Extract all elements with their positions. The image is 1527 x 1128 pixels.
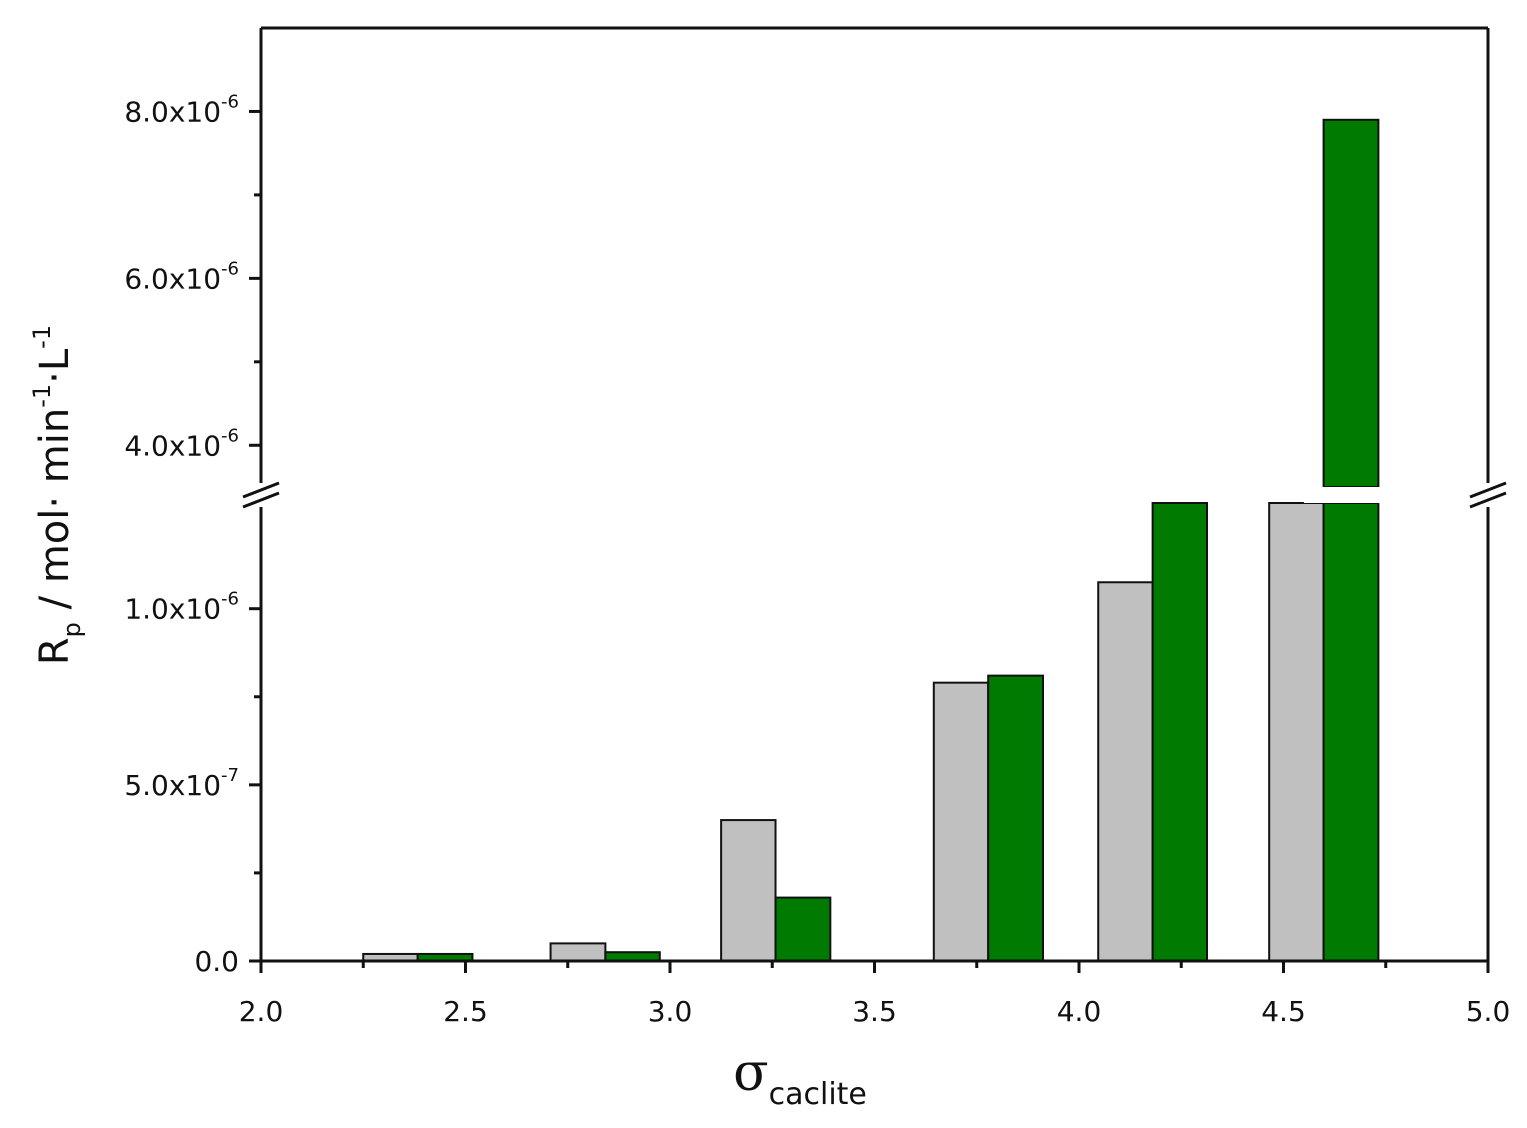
y-axis-unit2: ·L (32, 348, 78, 384)
axis-break-left-stroke-2 (242, 491, 280, 509)
y-axis-base: R (32, 637, 78, 665)
bar-s2-3 (774, 896, 832, 962)
x-tick-label-1: 2.5 (443, 995, 488, 1028)
bar-s1-5 (1097, 581, 1154, 962)
y-axis-unit1: / mol· min (32, 408, 78, 622)
y-tick-label-lower-2: 1.0x10-6 (124, 589, 239, 626)
bar-s1-2 (549, 942, 607, 963)
y-axis-sub: p (58, 622, 86, 637)
bar-s1-4 (932, 681, 990, 963)
ticks-layer (249, 109, 1490, 973)
y-tick-label-lower-0-mantissa: 0.0 (194, 945, 239, 978)
bar-break-gap (1303, 487, 1386, 503)
tick-labels-layer: 2.0 2.5 3.0 3.5 4.0 4.5 5.00.05.0x10-71.0x10-6… (124, 91, 1510, 1028)
y-tick-label-upper-2: 8.0x10-6 (124, 91, 239, 128)
y-axis-title: Rp / mol· min-1·L-1 (28, 325, 86, 665)
y-tick-label-upper-0-mantissa: 4.0x10 (124, 429, 221, 462)
y-axis-sup1: -1 (28, 384, 56, 408)
y-tick-label-upper-2-mantissa: 8.0x10 (124, 95, 221, 128)
axis-break-right-stroke-1 (1469, 481, 1507, 499)
y-axis-sup2: -1 (28, 325, 56, 349)
x-tick-label-0: 2.0 (239, 995, 284, 1028)
y-tick-label-upper-1-exponent: -6 (221, 258, 239, 279)
y-tick-label-upper-0: 4.0x10-6 (124, 425, 239, 462)
x-tick-label-2: 3.0 (648, 995, 693, 1028)
x-tick-label-6: 5.0 (1466, 995, 1511, 1028)
y-tick-label-upper-2-exponent: -6 (221, 91, 239, 112)
y-tick-label-lower-2-exponent: -6 (221, 589, 239, 610)
bar-s2-6-upper (1322, 118, 1380, 489)
bar-s1-3 (720, 819, 777, 962)
axis-break-left-stroke-1 (242, 481, 280, 499)
y-tick-label-upper-1: 6.0x10-6 (124, 258, 239, 295)
y-tick-label-lower-2-mantissa: 1.0x10 (124, 593, 221, 626)
y-tick-label-upper-0-exponent: -6 (221, 425, 239, 446)
x-tick-label-5: 4.5 (1261, 995, 1306, 1028)
bar-s2-4 (987, 674, 1045, 963)
axis-break-right-stroke-2 (1469, 491, 1507, 509)
x-axis-title: σcaclite (733, 1043, 867, 1112)
bar-s1-6 (1268, 502, 1325, 962)
y-tick-label-lower-1-exponent: -7 (221, 765, 239, 786)
bar-s2-6 (1322, 502, 1380, 962)
y-tick-label-upper-1-mantissa: 6.0x10 (124, 262, 221, 295)
axis-break-left (242, 481, 280, 509)
x-tick-label-3: 3.5 (852, 995, 897, 1028)
bar-s2-5 (1151, 502, 1209, 962)
y-tick-label-lower-1-mantissa: 5.0x10 (124, 769, 221, 802)
x-axis-subscript: caclite (769, 1077, 867, 1112)
y-tick-label-lower-1: 5.0x10-7 (124, 765, 239, 802)
bars-layer (362, 118, 1386, 963)
x-tick-label-4: 4.0 (1057, 995, 1102, 1028)
y-tick-label-lower-0: 0.0 (194, 945, 239, 978)
x-axis-symbol: σ (733, 1043, 769, 1103)
axis-break-right (1469, 481, 1507, 509)
